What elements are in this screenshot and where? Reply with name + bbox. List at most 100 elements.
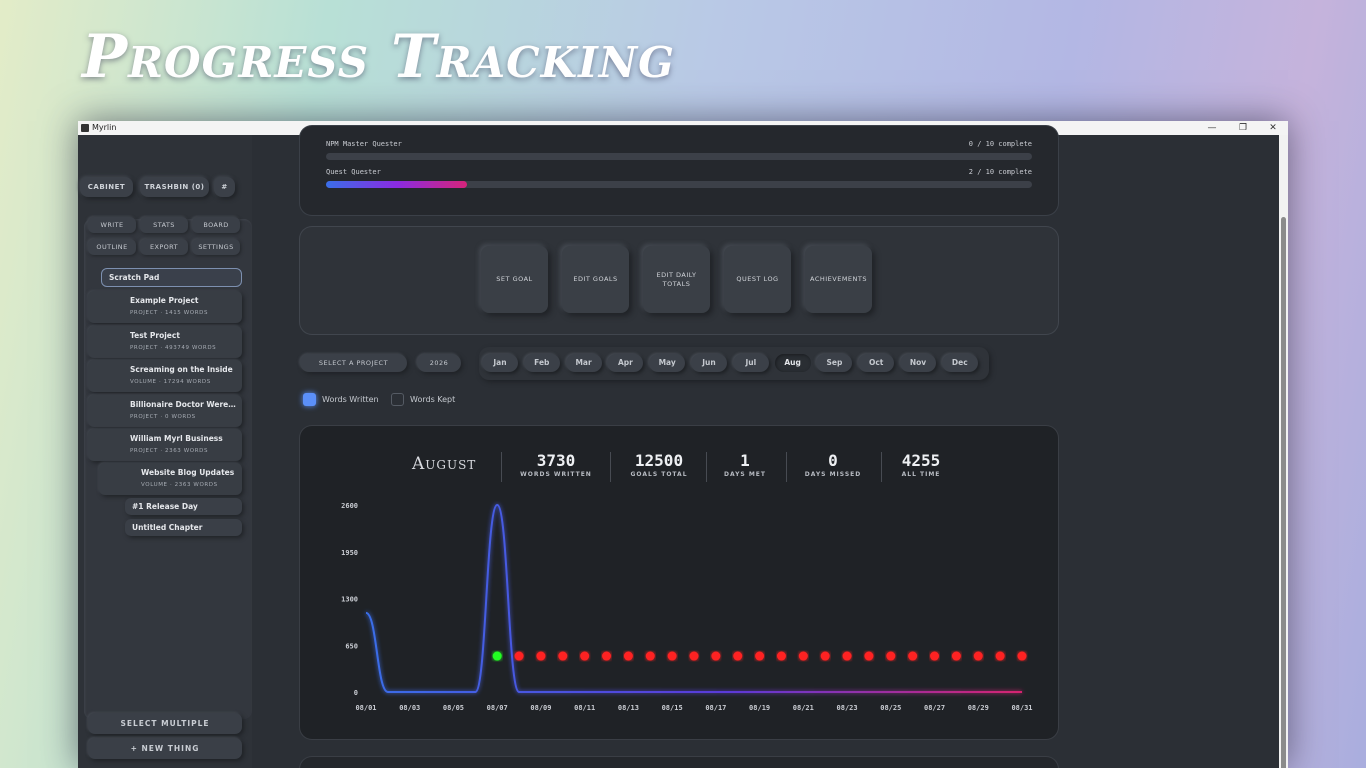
tab-export[interactable]: EXPORT: [140, 239, 188, 255]
y-tick-label: 0: [354, 689, 358, 697]
goal-missed-marker: [558, 651, 568, 661]
goal-missed-marker: [930, 651, 940, 661]
month-jun[interactable]: Jun: [691, 354, 727, 372]
tab-outline[interactable]: OUTLINE: [88, 239, 136, 255]
edit-goals-button[interactable]: EDIT GOALS: [562, 246, 629, 313]
month-apr[interactable]: Apr: [607, 354, 644, 372]
month-title: August: [412, 454, 477, 474]
scrollbar[interactable]: [1279, 135, 1288, 768]
tab-write[interactable]: WRITE: [88, 217, 136, 233]
goal-missed-marker: [711, 651, 721, 661]
project-item[interactable]: William Myrl Business PROJECT · 2363 WOR…: [88, 429, 242, 461]
stat-divider: [610, 452, 611, 482]
goal-missed-marker: [886, 651, 896, 661]
tab-settings[interactable]: SETTINGS: [192, 239, 240, 255]
month-mar[interactable]: Mar: [565, 354, 602, 372]
volume-meta: VOLUME · 2363 WORDS: [141, 482, 218, 488]
goal-missed-marker: [1017, 651, 1027, 661]
stat-divider: [501, 452, 502, 482]
hash-button[interactable]: #: [214, 177, 235, 197]
new-thing-button[interactable]: + NEW THING: [88, 738, 242, 759]
x-tick-label: 08/31: [1011, 704, 1032, 712]
goal-missed-marker: [951, 651, 961, 661]
stat-value: 0: [828, 451, 838, 470]
quest-log-button[interactable]: QUEST LOG: [724, 246, 791, 313]
scratch-pad-item[interactable]: Scratch Pad: [101, 268, 242, 287]
actions-panel: SET GOAL EDIT GOALS EDIT DAILY TOTALS QU…: [300, 227, 1058, 334]
stat-all-time: 4255 ALL TIME: [884, 451, 958, 478]
goal-missed-marker: [820, 651, 830, 661]
y-tick-label: 1950: [341, 549, 358, 557]
words-written-checkbox[interactable]: [303, 393, 316, 406]
words-written-label: Words Written: [322, 395, 379, 404]
stat-divider: [881, 452, 882, 482]
project-name: Example Project: [130, 296, 199, 305]
month-jul[interactable]: Jul: [732, 354, 769, 372]
y-tick-label: 650: [345, 642, 358, 650]
x-tick-label: 08/19: [749, 704, 770, 712]
month-nov[interactable]: Nov: [900, 354, 936, 372]
year-select[interactable]: 2026: [417, 354, 461, 372]
tab-board[interactable]: BOARD: [192, 217, 240, 233]
x-tick-label: 08/01: [355, 704, 376, 712]
stat-goals-total: 12500 GOALS TOTAL: [618, 451, 700, 478]
stat-days-met: 1 DAYS MET: [712, 451, 778, 478]
y-tick-label: 1300: [341, 596, 358, 604]
x-tick-label: 08/27: [924, 704, 945, 712]
month-jan[interactable]: Jan: [482, 354, 518, 372]
scrollbar-thumb[interactable]: [1281, 217, 1286, 768]
stat-divider: [706, 452, 707, 482]
goal-missed-marker: [973, 651, 983, 661]
stat-value: 12500: [634, 451, 684, 470]
select-multiple-button[interactable]: SELECT MULTIPLE: [88, 713, 242, 734]
cabinet-button[interactable]: CABINET: [80, 177, 133, 197]
month-may[interactable]: May: [649, 354, 686, 372]
month-feb[interactable]: Feb: [523, 354, 560, 372]
stat-days-missed: 0 DAYS MISSED: [792, 451, 874, 478]
quest-progress-bar: [326, 153, 1032, 160]
project-item[interactable]: Billionaire Doctor Werewolf PROJECT · 0 …: [88, 395, 242, 427]
quest-value: 0 / 10 complete: [968, 140, 1032, 148]
tab-stats[interactable]: STATS: [140, 217, 188, 233]
set-goal-button[interactable]: SET GOAL: [481, 246, 548, 313]
achievements-button[interactable]: ACHIEVEMENTS: [805, 246, 872, 313]
month-oct[interactable]: Oct: [858, 354, 895, 372]
volume-item[interactable]: Website Blog Updates VOLUME · 2363 WORDS: [99, 463, 242, 495]
close-icon[interactable]: ✕: [1269, 123, 1277, 133]
stat-words-written: 3730 WORDS WRITTEN: [510, 451, 602, 478]
x-tick-label: 08/11: [574, 704, 595, 712]
project-item[interactable]: Screaming on the Inside VOLUME · 17294 W…: [88, 360, 242, 392]
goal-missed-marker: [689, 651, 699, 661]
y-tick-label: 2600: [341, 502, 358, 510]
project-meta: PROJECT · 2363 WORDS: [130, 448, 209, 454]
project-name: Test Project: [130, 331, 180, 340]
project-item[interactable]: Example Project PROJECT · 1415 WORDS: [88, 291, 242, 323]
chapter-item[interactable]: Untitled Chapter: [125, 519, 242, 536]
volume-name: Website Blog Updates: [141, 468, 235, 477]
x-tick-label: 08/17: [705, 704, 726, 712]
stat-label: GOALS TOTAL: [630, 471, 688, 478]
chapter-item[interactable]: #1 Release Day: [125, 498, 242, 515]
maximize-icon[interactable]: ❐: [1238, 123, 1248, 133]
project-meta: PROJECT · 0 WORDS: [130, 414, 196, 420]
month-dec[interactable]: Dec: [941, 354, 978, 372]
month-aug[interactable]: Aug: [774, 354, 811, 372]
quest-value: 2 / 10 complete: [968, 168, 1032, 176]
goal-missed-marker: [733, 651, 743, 661]
edit-daily-totals-button[interactable]: EDIT DAILY TOTALS: [643, 246, 710, 313]
goal-missed-marker: [776, 651, 786, 661]
project-item[interactable]: Test Project PROJECT · 493749 WORDS: [88, 326, 242, 358]
project-select[interactable]: SELECT A PROJECT: [300, 354, 407, 372]
trashbin-button[interactable]: TRASHBIN (0): [140, 177, 209, 197]
goal-missed-marker: [864, 651, 874, 661]
goal-missed-marker: [645, 651, 655, 661]
x-tick-label: 08/15: [662, 704, 683, 712]
minimize-icon[interactable]: —: [1207, 123, 1217, 133]
month-sep[interactable]: Sep: [816, 354, 853, 372]
stat-value: 1: [740, 451, 750, 470]
words-kept-label: Words Kept: [410, 395, 456, 404]
goal-missed-marker: [602, 651, 612, 661]
x-tick-label: 08/23: [837, 704, 858, 712]
goal-missed-marker: [536, 651, 546, 661]
words-kept-checkbox[interactable]: [391, 393, 404, 406]
